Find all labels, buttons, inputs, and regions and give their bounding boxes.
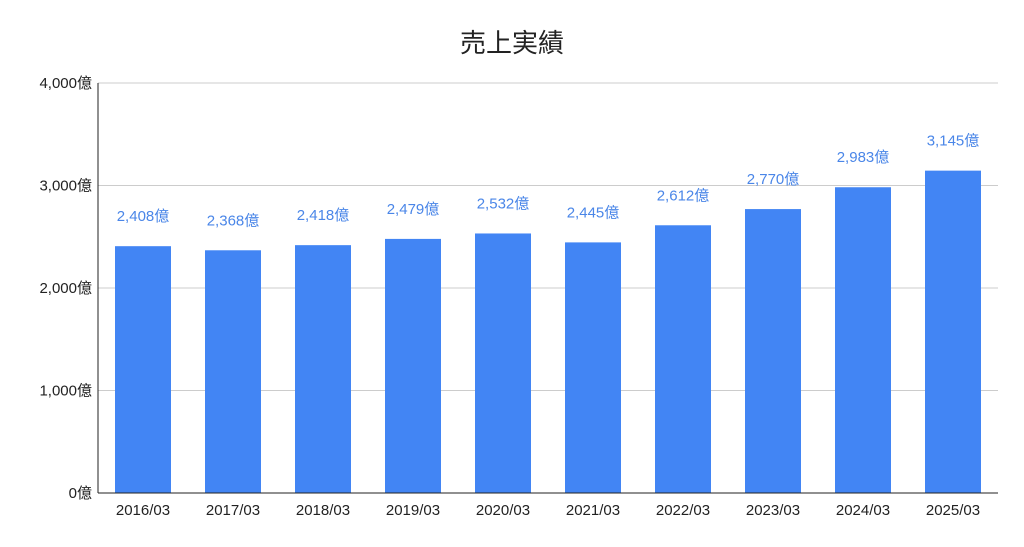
y-axis-tick-labels: 0億 1,000億 2,000億 3,000億 4,000億 <box>39 75 92 502</box>
bar-2022-03 <box>655 225 711 493</box>
data-label: 2,479億 <box>387 201 440 218</box>
axes <box>97 83 998 494</box>
chart-title: 売上実績 <box>460 29 564 59</box>
x-tick-label: 2021/03 <box>566 502 620 519</box>
y-tick-label: 4,000億 <box>39 75 92 92</box>
bars <box>115 170 981 493</box>
data-label: 2,418億 <box>297 207 350 224</box>
data-label: 3,145億 <box>927 133 980 150</box>
x-tick-label: 2019/03 <box>386 502 440 519</box>
x-tick-label: 2018/03 <box>296 502 350 519</box>
data-label: 2,612億 <box>657 187 710 204</box>
x-tick-label: 2023/03 <box>746 502 800 519</box>
bar-2019-03 <box>385 238 441 493</box>
bar-2018-03 <box>295 245 351 493</box>
bar-2023-03 <box>745 209 801 493</box>
bar-2017-03 <box>205 250 261 493</box>
bar-2025-03 <box>925 170 981 493</box>
y-tick-label: 2,000億 <box>39 280 92 297</box>
bar-2020-03 <box>475 233 531 493</box>
data-label: 2,532億 <box>477 195 530 212</box>
data-label: 2,770億 <box>747 171 800 188</box>
bar-2016-03 <box>115 246 171 493</box>
y-tick-label: 0億 <box>69 485 92 502</box>
data-label: 2,368億 <box>207 212 260 229</box>
x-axis-tick-labels: 2016/03 2017/03 2018/03 2019/03 2020/03 2021/… <box>116 502 980 519</box>
bar-2024-03 <box>835 187 891 493</box>
x-tick-label: 2024/03 <box>836 502 890 519</box>
data-label: 2,983億 <box>837 149 890 166</box>
x-tick-label: 2022/03 <box>656 502 710 519</box>
y-tick-label: 3,000億 <box>39 178 92 195</box>
x-tick-label: 2025/03 <box>926 502 980 519</box>
data-label: 2,445億 <box>567 204 620 221</box>
x-tick-label: 2016/03 <box>116 502 170 519</box>
y-tick-label: 1,000億 <box>39 383 92 400</box>
x-tick-label: 2020/03 <box>476 502 530 519</box>
data-label: 2,408億 <box>117 208 170 225</box>
x-tick-label: 2017/03 <box>206 502 260 519</box>
bar-2021-03 <box>565 242 621 493</box>
data-labels: 2,408億 2,368億 2,418億 2,479億 2,532億 2,445億 2,61… <box>117 133 980 230</box>
